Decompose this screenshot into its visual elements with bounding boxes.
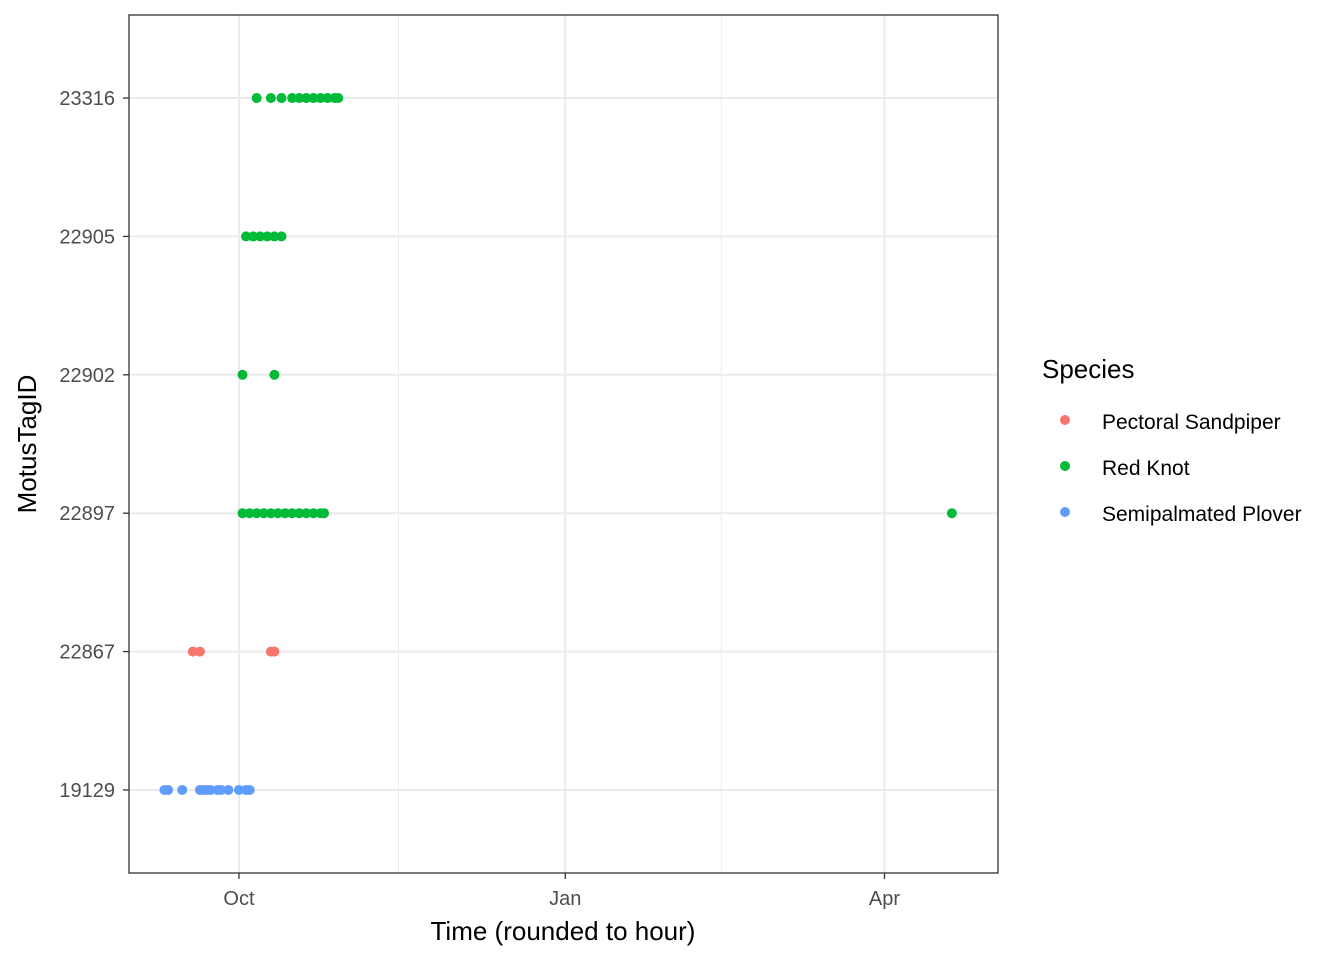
data-point: [244, 508, 255, 519]
data-point: [216, 784, 227, 795]
data-point: [308, 508, 319, 519]
data-point: [308, 93, 319, 104]
data-point: [177, 784, 188, 795]
y-tick-label: 22867: [59, 642, 115, 664]
x-axis: Oct Jan Apr: [223, 873, 900, 910]
data-point: [205, 784, 216, 795]
legend-key: [1060, 507, 1070, 517]
legend-key: [1060, 461, 1070, 471]
data-point: [241, 231, 252, 242]
data-point: [163, 784, 174, 795]
data-point: [269, 369, 280, 380]
y-tick-label: 22905: [59, 226, 115, 248]
plot-panel-border: [128, 14, 999, 874]
legend-label: Pectoral Sandpiper: [1102, 411, 1281, 434]
y-axis: 19129 22867 22897 22902 22905 23316: [59, 88, 129, 802]
legend-title: Species: [1042, 354, 1135, 384]
data-point: [280, 508, 291, 519]
y-tick-label: 22902: [59, 365, 115, 387]
data-point: [294, 93, 305, 104]
data-point: [333, 93, 344, 104]
data-point: [301, 508, 312, 519]
data-point: [255, 231, 266, 242]
y-axis-title: MotusTagID: [12, 375, 42, 514]
data-point: [262, 231, 273, 242]
data-point: [248, 231, 259, 242]
data-point: [269, 231, 280, 242]
data-point: [223, 784, 234, 795]
data-point: [272, 508, 283, 519]
x-tick-label: Apr: [869, 888, 900, 910]
data-point: [301, 93, 312, 104]
x-tick-label: Jan: [549, 888, 581, 910]
data-point: [319, 508, 330, 519]
y-tick-label: 23316: [59, 88, 115, 110]
data-point: [233, 784, 244, 795]
data-point: [194, 646, 205, 657]
data-points: [159, 93, 957, 795]
data-point: [294, 508, 305, 519]
data-point: [265, 508, 276, 519]
y-tick-label: 22897: [59, 503, 115, 525]
data-point: [265, 93, 276, 104]
data-point: [269, 646, 280, 657]
data-point: [322, 93, 333, 104]
legend: Species Pectoral Sandpiper Red Knot Semipa…: [1042, 354, 1302, 526]
data-point: [276, 231, 287, 242]
y-tick-label: 19129: [59, 780, 115, 802]
legend-label: Semipalmated Plover: [1102, 503, 1302, 526]
data-point: [287, 93, 298, 104]
data-point: [237, 508, 248, 519]
legend-key: [1060, 415, 1070, 425]
data-point: [244, 784, 255, 795]
x-tick-label: Oct: [223, 888, 255, 910]
data-point: [258, 508, 269, 519]
data-point: [276, 93, 287, 104]
data-point: [287, 508, 298, 519]
x-axis-title: Time (rounded to hour): [431, 916, 696, 946]
data-point: [251, 508, 262, 519]
data-point: [237, 369, 248, 380]
legend-label: Red Knot: [1102, 457, 1190, 480]
data-point: [946, 508, 957, 519]
data-point: [251, 93, 262, 104]
data-point: [187, 646, 198, 657]
data-point: [315, 93, 326, 104]
